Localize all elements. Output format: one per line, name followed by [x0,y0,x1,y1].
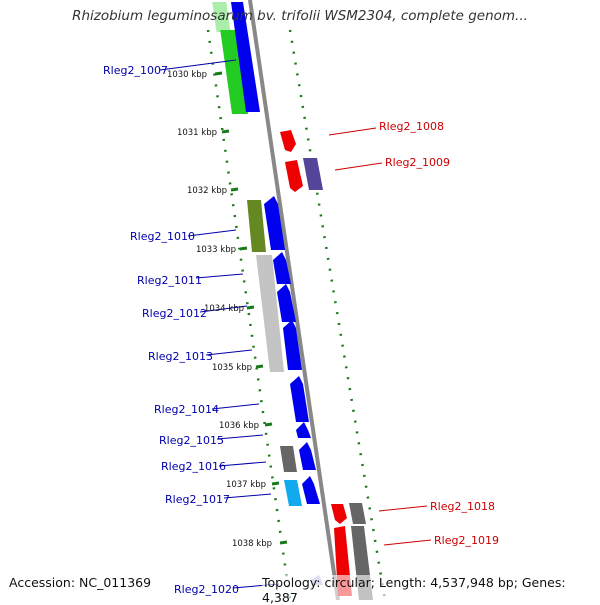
gene-label-rleg2-1010[interactable]: Rleg2_1010 [130,230,195,243]
kbp-tick-mark [271,481,280,486]
kbp-tick-label: 1036 kbp [219,421,259,431]
kbp-tick-label: 1031 kbp [177,128,217,138]
gene-arrow-rleg2-1011 [273,252,291,284]
gene-block-rleg2-1010 [247,200,266,252]
kbp-tick-mark [230,187,239,192]
gene-arrow-rleg2-1012 [277,284,296,322]
kbp-tick-mark [214,71,223,76]
genome-backbone [248,0,340,601]
connector-rleg2-1009 [334,162,383,171]
gene-block-rleg2-1007-green [220,30,249,114]
genome-summary: Topology: circular; Length: 4,537,948 bp… [262,575,600,605]
connector-rleg2-1016 [218,461,267,467]
gene-arrow-rleg2-1010 [264,196,285,250]
gene-block-rleg2-1011-gray [256,255,284,372]
gene-block-rleg2-1009-purple [303,158,323,190]
gene-arrow-rleg2-1007-blue [231,2,260,112]
kbp-tick-label: 1033 kbp [196,245,236,255]
kbp-tick-mark [279,540,288,545]
connector-rleg2-1008 [328,127,377,136]
gene-arrow-rleg2-1016 [299,442,316,470]
gene-arrow-rleg2-1017 [302,476,320,504]
accession-label: Accession: NC_011369 [9,575,152,590]
gene-label-rleg2-1011[interactable]: Rleg2_1011 [137,274,202,287]
kbp-tick-label: 1032 kbp [187,186,227,196]
gene-arrow-rleg2-1013 [283,320,302,370]
connector-rleg2-1013 [205,349,253,356]
gene-label-rleg2-1009[interactable]: Rleg2_1009 [385,156,450,169]
connector-rleg2-1017 [223,493,272,499]
gene-block-rleg2-1007-light [212,2,231,32]
kbp-tick-mark [221,129,230,134]
kbp-tick-label: 1035 kbp [212,363,252,373]
kbp-tick-label: 1030 kbp [167,70,207,80]
kbp-tick-mark [239,246,248,251]
gene-label-rleg2-1013[interactable]: Rleg2_1013 [148,350,213,363]
kbp-tick-label: 1037 kbp [226,480,266,490]
connector-rleg2-1015 [216,434,264,440]
kbp-tick-mark [255,364,264,369]
gene-arrow-rleg2-1009-red [285,160,303,192]
map-title: Rhizobium leguminosarum bv. trifolii WSM… [72,8,528,24]
gene-arrow-rleg2-1018-red [331,504,347,524]
connector-rleg2-1018 [378,505,428,512]
connector-rleg2-1019 [383,539,432,546]
gene-label-rleg2-1014[interactable]: Rleg2_1014 [154,403,219,416]
kbp-tick-mark [264,422,273,427]
gene-label-rleg2-1017[interactable]: Rleg2_1017 [165,493,230,506]
gene-label-rleg2-1012[interactable]: Rleg2_1012 [142,307,207,320]
gene-label-rleg2-1007[interactable]: Rleg2_1007 [103,64,168,77]
gene-label-rleg2-1018[interactable]: Rleg2_1018 [430,500,495,513]
track-boundary-left [206,29,292,601]
connector-rleg2-1010 [187,229,237,237]
connector-rleg2-1011 [195,273,244,279]
kbp-tick-label: 1034 kbp [204,304,244,314]
gene-arrow-rleg2-1014 [290,376,309,422]
gene-arrow-rleg2-1008 [280,130,296,152]
gene-label-rleg2-1016[interactable]: Rleg2_1016 [161,460,226,473]
gene-arrow-rleg2-1015 [296,422,311,438]
gene-block-rleg2-1016 [280,446,297,472]
gene-label-rleg2-1020[interactable]: Rleg2_1020 [174,583,239,596]
kbp-tick-label: 1038 kbp [232,539,272,549]
gene-block-rleg2-1017 [284,480,302,506]
connector-rleg2-1014 [211,403,260,410]
connector-rleg2-1007 [159,59,237,71]
connector-rleg2-1012 [199,305,248,313]
kbp-tick-mark [246,305,255,310]
gene-block-rleg2-1018 [349,503,366,524]
gene-label-rleg2-1019[interactable]: Rleg2_1019 [434,534,499,547]
gene-label-rleg2-1008[interactable]: Rleg2_1008 [379,120,444,133]
gene-label-rleg2-1015[interactable]: Rleg2_1015 [159,434,224,447]
